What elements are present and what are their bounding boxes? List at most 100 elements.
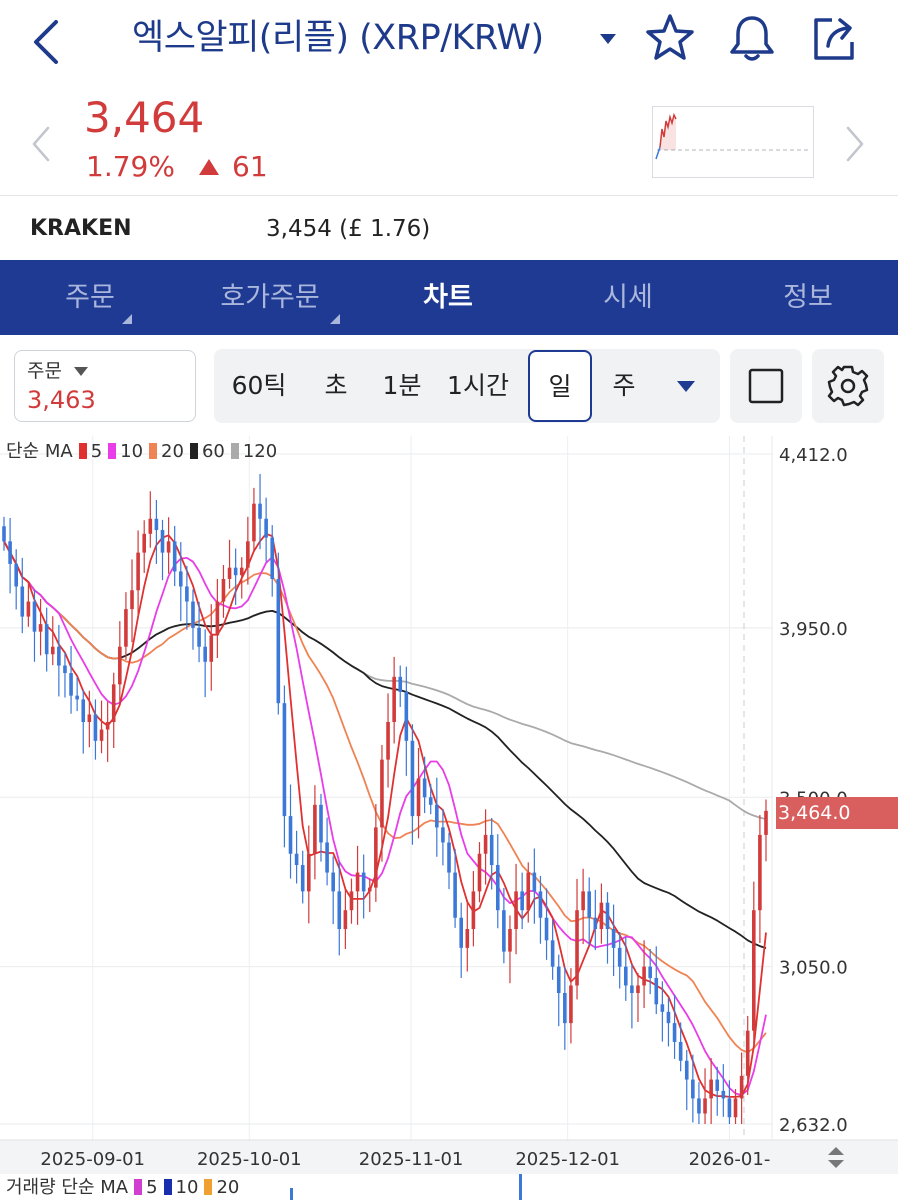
candle-body — [672, 1023, 677, 1042]
candle-body — [44, 624, 49, 655]
price-chart[interactable]: 4,412.03,950.03,500.03,050.02,632.0 2025… — [0, 436, 898, 1200]
candle-body — [489, 834, 494, 866]
candle-body — [569, 985, 573, 1024]
ma-legend-label: 단순 MA — [6, 441, 73, 462]
candle-body — [666, 1011, 671, 1024]
candle-body — [556, 966, 561, 994]
candle-body — [745, 1030, 750, 1076]
chevron-down-icon[interactable] — [598, 32, 618, 46]
candle-body — [148, 518, 153, 534]
candle-body — [166, 541, 171, 553]
period-selector: 60틱 초 1분 1시간 일 주 — [214, 349, 720, 423]
order-price-box[interactable]: 주문 3,463 — [14, 350, 196, 422]
exchange-name: KRAKEN — [30, 216, 132, 241]
candle-body — [142, 533, 147, 553]
back-arrow-icon[interactable] — [26, 14, 70, 70]
candle-body — [758, 834, 762, 911]
candle-body — [246, 541, 250, 568]
candle-body — [575, 910, 579, 986]
square-icon — [748, 368, 784, 404]
drawing-tool-button[interactable] — [730, 349, 802, 423]
candle-body — [605, 902, 610, 930]
ma-legend-item: 20 — [161, 441, 184, 462]
candle-body — [26, 601, 31, 617]
x-tick-label: 2025-12-01 — [515, 1149, 620, 1170]
share-icon[interactable] — [808, 12, 860, 64]
candle-body — [617, 947, 622, 967]
period-60tick[interactable]: 60틱 — [231, 371, 287, 400]
ma-legend-item: 120 — [242, 441, 278, 462]
current-price-tag: 3,464.0 — [776, 797, 898, 829]
period-1min[interactable]: 1분 — [382, 371, 422, 400]
candle-body — [392, 676, 396, 722]
volume-legend-swatch — [163, 1179, 172, 1195]
volume-legend-item: 5 — [146, 1177, 158, 1198]
candle-body — [185, 586, 189, 602]
candle-body — [441, 827, 445, 843]
period-1hour[interactable]: 1시간 — [447, 371, 509, 400]
candle-body — [422, 778, 427, 798]
tab-quotes[interactable]: 시세 — [603, 282, 653, 313]
candle-body — [50, 646, 55, 655]
x-tick-label: 2025-09-01 — [40, 1149, 145, 1170]
ma-legend-swatch — [108, 443, 117, 459]
y-tick-label: 3,950.0 — [779, 619, 848, 640]
candle-body — [191, 601, 195, 628]
tab-limit-order[interactable]: 호가주문 — [220, 282, 320, 313]
candle-body — [520, 891, 524, 911]
mini-chart[interactable] — [652, 106, 814, 178]
exchange-price: 3,454 (£ 1.76) — [266, 216, 431, 242]
tab-order[interactable]: 주문 — [65, 282, 115, 313]
chart-settings-button[interactable] — [812, 349, 884, 423]
candle-body — [642, 966, 646, 986]
candle-body — [727, 1098, 732, 1118]
star-icon[interactable] — [644, 12, 696, 64]
candle-body — [623, 966, 628, 986]
candle-body — [514, 891, 518, 930]
bell-icon[interactable] — [726, 12, 778, 64]
candle-body — [203, 646, 207, 662]
period-dropdown-icon[interactable] — [676, 380, 696, 393]
candle-body — [252, 503, 256, 542]
candle-body — [14, 563, 18, 587]
candle-body — [111, 684, 116, 722]
candle-body — [331, 872, 335, 892]
candle-body — [477, 853, 482, 892]
candle-body — [258, 503, 262, 519]
candle-body — [435, 804, 439, 828]
gear-icon — [827, 365, 869, 407]
candle-body — [57, 646, 61, 666]
tab-chart[interactable]: 차트 — [423, 282, 473, 313]
prev-arrow-icon[interactable] — [30, 124, 54, 164]
candle-body — [215, 601, 220, 636]
candle-body — [325, 842, 329, 873]
order-label: 주문 — [27, 360, 62, 382]
candle-body — [733, 1098, 738, 1118]
candle-body — [270, 537, 275, 579]
candle-body — [118, 646, 122, 685]
order-price-value: 3,463 — [27, 386, 96, 414]
tab-info[interactable]: 정보 — [783, 282, 833, 313]
corner-triangle-icon — [122, 314, 132, 324]
candle-body — [483, 834, 488, 854]
candle-body — [654, 977, 659, 1005]
candle-body — [87, 714, 92, 722]
candle-body — [678, 1041, 683, 1061]
period-week[interactable]: 주 — [612, 371, 636, 400]
candle-body — [227, 567, 232, 579]
candle-body — [721, 1090, 726, 1099]
period-day[interactable]: 일 — [528, 350, 592, 422]
next-arrow-icon[interactable] — [842, 124, 866, 164]
page-title[interactable]: 엑스알피(리플) (XRP/KRW) — [132, 18, 544, 58]
ma-legend-swatch — [189, 443, 198, 459]
candle-body — [93, 714, 98, 741]
candle-body — [526, 872, 531, 911]
candle-body — [300, 865, 305, 892]
candle-body — [160, 530, 165, 553]
mini-chart-graphic — [655, 112, 811, 160]
candle-body — [361, 872, 366, 892]
candle-body — [764, 810, 768, 835]
candle-body — [611, 929, 616, 948]
period-second[interactable]: 초 — [324, 371, 348, 400]
date-axis-band — [0, 1140, 898, 1174]
